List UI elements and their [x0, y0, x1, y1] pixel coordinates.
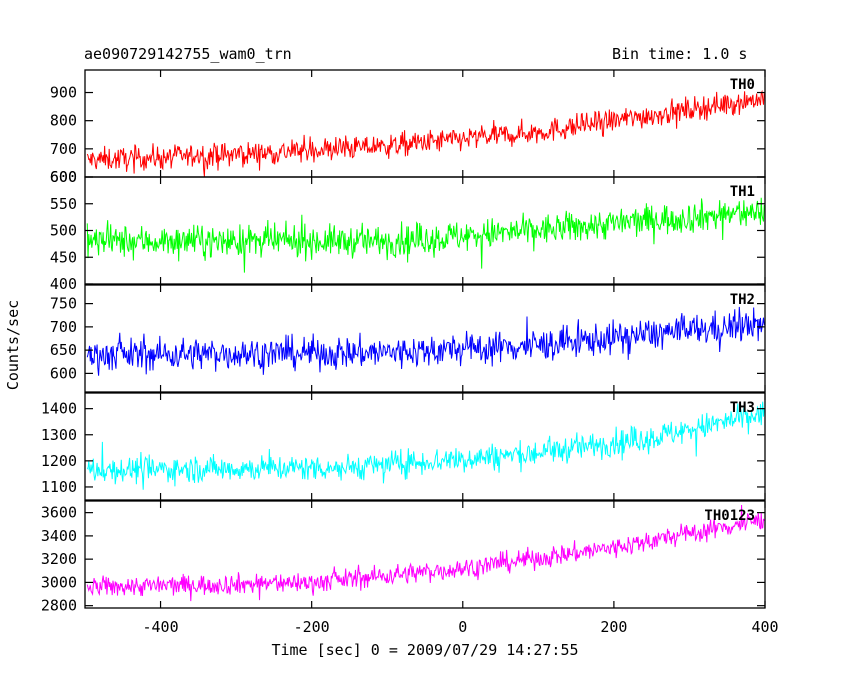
y-tick-label: 700: [50, 140, 77, 158]
y-tick-label: 800: [50, 112, 77, 130]
x-tick-label: -400: [142, 618, 178, 636]
panel-label: TH3: [730, 400, 755, 416]
y-tick-label: 500: [50, 222, 77, 240]
panel-frame: [84, 69, 766, 178]
y-tick-label: 2800: [41, 597, 77, 615]
y-tick-label: 3000: [41, 573, 77, 591]
series-line-th1: [86, 197, 765, 273]
y-tick-label: 550: [50, 195, 77, 213]
y-tick-label: 750: [50, 295, 77, 313]
y-tick-label: 600: [50, 364, 77, 382]
y-tick-label: 1300: [41, 426, 77, 444]
panel-frame: [84, 500, 766, 609]
panel-frame: [84, 284, 766, 393]
y-tick-label: 1100: [41, 478, 77, 496]
x-tick-label: 200: [600, 618, 627, 636]
panel-th3: 1100 1200 1300 1400 TH3: [41, 392, 766, 501]
y-tick-label: 3400: [41, 527, 77, 545]
y-tick-label: 450: [50, 248, 77, 266]
x-tick-label: 400: [751, 618, 778, 636]
y-tick-label: 900: [50, 84, 77, 102]
y-tick-label: 3200: [41, 550, 77, 568]
y-tick-label: 600: [50, 168, 77, 186]
series-line-th3: [86, 401, 765, 490]
y-tick-label: 1200: [41, 452, 77, 470]
chart-title: ae090729142755_wam0_trn: [84, 45, 292, 63]
panel-th0123: 2800 3000 3200 3400 3600 TH0123: [41, 500, 766, 615]
panel-label: TH0123: [704, 508, 755, 524]
panel-th0: 600 700 800 900 TH0: [50, 69, 766, 186]
panel-frame: [84, 176, 766, 285]
panel-label: TH0: [730, 77, 755, 93]
y-tick-label: 3600: [41, 504, 77, 522]
panel-label: TH2: [730, 292, 755, 308]
panel-label: TH1: [730, 184, 755, 200]
y-axis-label: Counts/sec: [4, 300, 22, 390]
y-tick-label: 600: [50, 168, 77, 186]
bin-time-label: Bin time: 1.0 s: [612, 45, 748, 63]
x-tick-label: 0: [458, 618, 467, 636]
x-tick-label: -200: [294, 618, 330, 636]
y-tick-label: 400: [50, 275, 77, 293]
series-line-th0123: [86, 504, 765, 602]
y-tick-label: 650: [50, 341, 77, 359]
panel-frame: [84, 392, 766, 501]
panel-th2: 600 650 700 750 TH2: [50, 284, 766, 393]
x-axis-label: Time [sec] 0 = 2009/07/29 14:27:55: [271, 641, 578, 659]
panel-th1: 400 450 500 550 600 TH1: [50, 168, 766, 293]
y-tick-label: 700: [50, 318, 77, 336]
series-line-th0: [86, 89, 765, 177]
y-tick-label: 1400: [41, 400, 77, 418]
series-line-th2: [86, 306, 765, 376]
